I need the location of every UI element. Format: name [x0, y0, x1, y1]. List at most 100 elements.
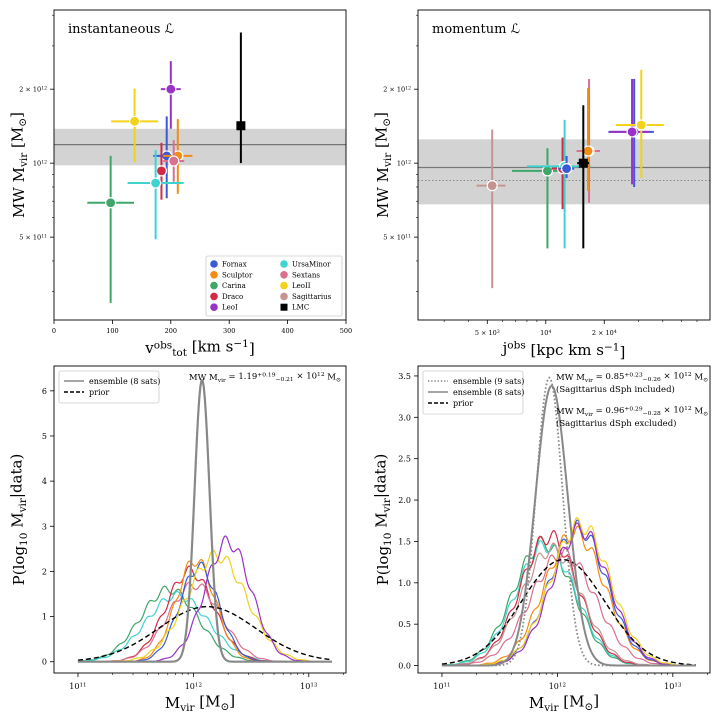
y-axis-label-part: M [373, 512, 391, 532]
legend: Fornax Sculptor Carina Draco LeoI UrsaMinor Se… [205, 255, 343, 317]
marker-square [236, 121, 246, 131]
curve-ursaminor [441, 540, 696, 667]
x-axis-label-part: M [165, 694, 180, 712]
y-axis-label-part: P(log [10, 546, 28, 586]
legend-label: prior [89, 388, 109, 397]
y-axis-label-part: [M [9, 127, 27, 153]
legend-item-sagittarius: Sagittarius [280, 292, 332, 301]
y-tick-label-part: 11 [41, 234, 47, 240]
y-tick-label: 0.0 [398, 662, 411, 671]
x-axis-label-part: tot [172, 347, 188, 359]
result-annotation-note: (Sagittarius dSph excluded) [556, 418, 676, 429]
x-tick-label-part: 10 [185, 682, 195, 691]
legend-label: ensemble (8 sats) [453, 388, 524, 397]
y-tick-label: 6 [42, 387, 47, 396]
y-axis-label-part: 10 [18, 533, 30, 546]
x-tick-label-part: 13 [674, 682, 682, 688]
curve-ensemble-8-sats- [77, 379, 332, 663]
x-tick-label-part: 10 [549, 682, 559, 691]
y-tick-label-part: 2 × 10 [383, 86, 405, 94]
y-axis-label-part: vir [18, 152, 30, 168]
y-tick-label-part: 10 [397, 160, 405, 168]
legend-marker [280, 292, 288, 301]
x-axis-label-part: ] [593, 691, 599, 709]
legend-marker [280, 260, 288, 268]
x-axis-label-part: obs [154, 339, 172, 351]
legend-marker [210, 281, 218, 290]
result-annotation-part: MW M [556, 373, 585, 383]
legend-item: ensemble (8 sats) [428, 388, 524, 397]
x-tick-label: 2 × 104 [592, 329, 617, 337]
x-tick-label: 5 × 103 [475, 329, 500, 337]
curve-leoi [441, 522, 696, 667]
legend-marker [210, 292, 218, 301]
y-axis-label: P(log10 Mvir|data) [371, 454, 394, 586]
legend-item-leoii: LeoII [280, 281, 311, 290]
x-axis-label-part: ⊙ [584, 701, 593, 713]
legend-marker [280, 271, 288, 279]
legend-marker [280, 281, 288, 290]
legend-marker [210, 303, 218, 312]
y-axis-label-part: M [9, 512, 27, 532]
x-axis-label-part: −1 [604, 341, 619, 353]
x-axis-label-part: [kpc km s [526, 341, 604, 359]
x-tick-label-part: 11 [443, 682, 450, 688]
y-tick-label: 2.5 [398, 455, 411, 464]
y-tick-label: 1012 [397, 160, 411, 168]
legend-label: Sculptor [222, 271, 253, 279]
curve-carina [441, 535, 696, 667]
y-axis-label-part: ] [7, 112, 25, 118]
curve-sextans [77, 581, 332, 663]
x-axis-label: vobstot [km s−1] [144, 338, 254, 360]
data-point-leoi [609, 79, 650, 185]
legend-item-sculptor: Sculptor [210, 271, 253, 279]
legend-item: prior [64, 388, 109, 397]
y-axis-label-part: 10 [382, 533, 394, 546]
curve-leoi [77, 535, 332, 663]
y-tick-label: 2 × 1012 [19, 86, 47, 94]
y-tick-label: 1.5 [398, 537, 411, 546]
x-tick-label: 100 [106, 327, 118, 335]
x-axis-label-part: ⊙ [220, 701, 229, 713]
x-tick-label: 1011 [433, 682, 450, 691]
y-tick-label: 0.5 [398, 620, 411, 629]
x-tick-label: 400 [281, 327, 293, 335]
y-axis-label-part: vir [382, 152, 394, 168]
x-tick-label: 1012 [185, 682, 203, 691]
legend-label: Draco [222, 293, 243, 301]
y-tick-label-part: 12 [405, 160, 411, 166]
x-tick-label: 1013 [300, 682, 318, 691]
y-axis-label-part: vir [381, 497, 393, 513]
result-annotation-part: M [325, 373, 337, 383]
result-annotation: MW Mvir = 0.85+0.23−0.26 × 1012 M⊙ [556, 371, 708, 384]
legend-label: ensemble (9 sats) [453, 377, 524, 386]
result-annotation-part: ⊙ [336, 376, 341, 383]
x-axis-label-part: ] [249, 340, 255, 358]
legend-item-leoi: LeoI [210, 303, 238, 312]
x-axis-label-part: M [529, 694, 544, 712]
y-tick-label-part: 10 [33, 160, 41, 168]
result-annotation: MW Mvir = 0.96+0.29−0.28 × 1012 M⊙ [556, 405, 708, 418]
y-tick-label: 2 [42, 567, 47, 576]
result-annotation-part: −0.28 [643, 410, 661, 417]
y-tick-label-part: 12 [41, 86, 47, 92]
legend-marker-square [280, 303, 288, 311]
curve-ensemble-8-sats- [441, 384, 696, 667]
legend-item-fornax: Fornax [210, 260, 247, 269]
legend-label: LeoI [222, 304, 238, 312]
x-axis-label: Mvir [M⊙] [165, 691, 235, 714]
marker-circle [150, 177, 162, 189]
y-tick-label-part: 11 [405, 234, 411, 240]
legend-label: Carina [222, 282, 246, 290]
y-tick-label-part: 2 × 10 [19, 86, 41, 94]
x-tick-label-part: 3 [497, 329, 500, 335]
x-tick-label: 500 [340, 327, 352, 335]
x-axis-label-part: vir [179, 702, 195, 714]
y-axis-label: MW Mvir [M⊙] [7, 112, 30, 218]
result-annotation-part: ⊙ [703, 410, 708, 417]
curve-sextans [441, 546, 696, 667]
